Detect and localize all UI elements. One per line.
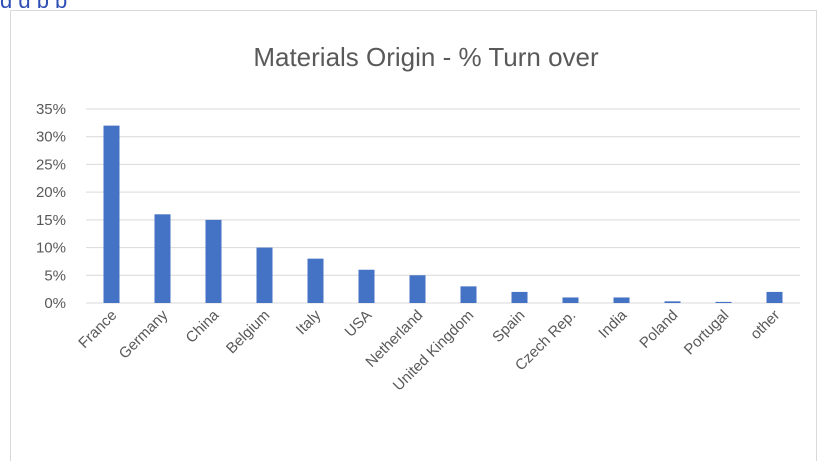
x-category-label: Germany	[116, 306, 172, 362]
chart-frame	[10, 10, 817, 461]
bar-united-kingdom	[460, 286, 477, 303]
clipped-heading-fragment: g g p p	[0, 0, 826, 8]
x-category-label: other	[747, 307, 783, 343]
x-category-label: France	[75, 307, 120, 352]
x-category-label: China	[183, 306, 223, 346]
y-tick-label: 0%	[44, 295, 66, 312]
y-tick-label: 10%	[36, 240, 66, 257]
gridlines	[86, 108, 800, 304]
bar-italy	[307, 258, 324, 303]
bar-netherland	[409, 275, 426, 303]
chart-title: Materials Origin - % Turn over	[253, 42, 599, 72]
y-tick-label: 25%	[36, 156, 66, 173]
y-tick-label: 5%	[44, 267, 66, 284]
bar-other	[766, 291, 783, 303]
bars	[103, 125, 783, 303]
y-tick-label: 35%	[36, 101, 66, 118]
bar-poland	[664, 301, 681, 303]
bar-india	[613, 297, 630, 303]
bar-belgium	[256, 247, 273, 303]
x-category-label: Portugal	[681, 307, 733, 359]
x-category-label: Spain	[489, 307, 528, 346]
x-category-label: USA	[341, 307, 375, 341]
x-category-label: Poland	[636, 307, 681, 352]
bar-portugal	[715, 301, 732, 303]
y-tick-label: 20%	[36, 184, 66, 201]
bar-germany	[154, 214, 171, 303]
bar-china	[205, 219, 222, 303]
bar-czech-rep	[562, 297, 579, 303]
y-axis-ticks: 0% 5% 10% 15% 20% 25% 30% 35%	[36, 101, 66, 312]
bar-france	[103, 125, 120, 303]
bar-usa	[358, 269, 375, 303]
x-category-label: Belgium	[223, 307, 273, 357]
x-category-label: Italy	[293, 306, 325, 338]
y-tick-label: 15%	[36, 212, 66, 229]
bar-spain	[511, 291, 528, 303]
x-category-label: India	[595, 306, 630, 341]
y-tick-label: 30%	[36, 129, 66, 146]
